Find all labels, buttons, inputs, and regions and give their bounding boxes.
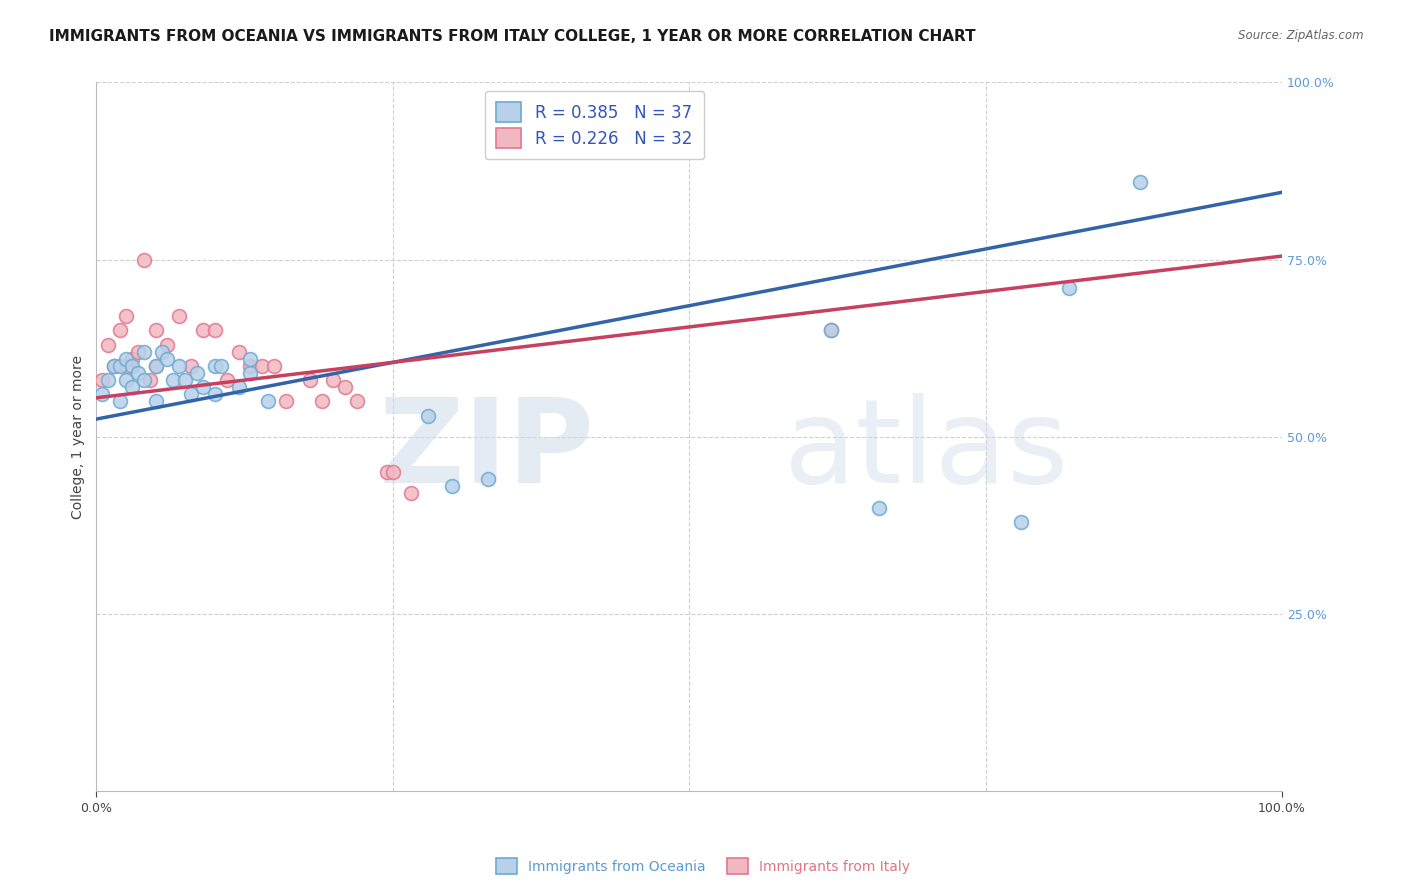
Point — [145, 359, 167, 373]
Point — [335, 380, 357, 394]
Point — [186, 366, 208, 380]
Point — [322, 373, 344, 387]
Point — [169, 310, 191, 324]
Point — [108, 359, 131, 373]
Point — [145, 359, 167, 373]
Point — [132, 252, 155, 267]
Point — [215, 373, 238, 387]
Point — [204, 387, 226, 401]
Y-axis label: College, 1 year or more: College, 1 year or more — [72, 355, 86, 519]
Point — [477, 472, 499, 486]
Point — [1129, 175, 1152, 189]
Point — [103, 359, 125, 373]
Point — [121, 380, 143, 394]
Point — [127, 344, 149, 359]
Point — [132, 373, 155, 387]
Point — [180, 387, 202, 401]
Point — [156, 351, 179, 366]
Point — [820, 324, 842, 338]
Point — [228, 344, 250, 359]
Text: atlas: atlas — [785, 393, 1070, 508]
Point — [820, 324, 842, 338]
Point — [868, 500, 890, 515]
Point — [91, 373, 114, 387]
Point — [204, 324, 226, 338]
Point — [97, 373, 120, 387]
Point — [228, 380, 250, 394]
Legend: R = 0.385   N = 37, R = 0.226   N = 32: R = 0.385 N = 37, R = 0.226 N = 32 — [485, 91, 704, 160]
Point — [132, 344, 155, 359]
Point — [180, 359, 202, 373]
Point — [346, 394, 368, 409]
Point — [274, 394, 297, 409]
Text: ZIP: ZIP — [378, 393, 595, 508]
Point — [127, 366, 149, 380]
Point — [97, 337, 120, 351]
Text: IMMIGRANTS FROM OCEANIA VS IMMIGRANTS FROM ITALY COLLEGE, 1 YEAR OR MORE CORRELA: IMMIGRANTS FROM OCEANIA VS IMMIGRANTS FR… — [49, 29, 976, 44]
Point — [191, 380, 214, 394]
Point — [239, 359, 262, 373]
Point — [145, 394, 167, 409]
Point — [418, 409, 440, 423]
Point — [311, 394, 333, 409]
Point — [204, 359, 226, 373]
Point — [145, 324, 167, 338]
Text: Source: ZipAtlas.com: Source: ZipAtlas.com — [1239, 29, 1364, 42]
Point — [399, 486, 422, 500]
Point — [263, 359, 285, 373]
Point — [209, 359, 232, 373]
Point — [441, 479, 464, 493]
Point — [150, 344, 173, 359]
Point — [381, 465, 404, 479]
Point — [257, 394, 280, 409]
Point — [115, 351, 138, 366]
Point — [115, 359, 138, 373]
Legend: Immigrants from Oceania, Immigrants from Italy: Immigrants from Oceania, Immigrants from… — [489, 852, 917, 880]
Point — [108, 394, 131, 409]
Point — [252, 359, 274, 373]
Point — [375, 465, 398, 479]
Point — [1057, 281, 1080, 295]
Point — [103, 359, 125, 373]
Point — [115, 373, 138, 387]
Point — [162, 373, 184, 387]
Point — [91, 387, 114, 401]
Point — [121, 359, 143, 373]
Point — [138, 373, 160, 387]
Point — [156, 337, 179, 351]
Point — [191, 324, 214, 338]
Point — [174, 373, 197, 387]
Point — [115, 310, 138, 324]
Point — [298, 373, 321, 387]
Point — [1010, 515, 1032, 529]
Point — [169, 359, 191, 373]
Point — [121, 351, 143, 366]
Point — [108, 324, 131, 338]
Point — [239, 366, 262, 380]
Point — [239, 351, 262, 366]
